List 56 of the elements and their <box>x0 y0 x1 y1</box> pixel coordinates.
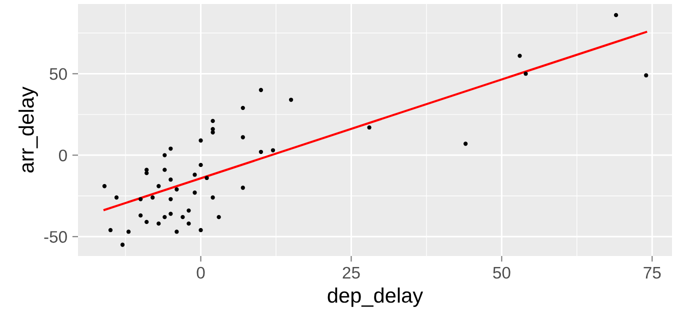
point <box>518 54 522 58</box>
y-axis-title: arr_delay <box>18 86 38 173</box>
point <box>192 190 197 195</box>
y-tick-label: -50 <box>44 231 67 243</box>
point <box>144 171 149 176</box>
point <box>120 242 125 247</box>
point <box>150 195 155 200</box>
y-tick-label: 0 <box>58 150 67 162</box>
point <box>174 187 179 192</box>
point <box>644 73 648 78</box>
point <box>210 130 215 134</box>
point <box>216 214 221 220</box>
point <box>204 176 209 180</box>
point <box>168 212 173 216</box>
point <box>198 162 203 168</box>
point <box>144 220 149 224</box>
point <box>162 153 167 158</box>
point <box>198 138 203 143</box>
point <box>180 214 185 220</box>
point <box>524 72 528 76</box>
point <box>258 150 264 154</box>
point <box>198 228 203 232</box>
point <box>168 178 173 182</box>
x-tick-label: 25 <box>342 266 360 279</box>
point <box>162 214 167 220</box>
point <box>367 125 372 130</box>
point <box>168 197 173 202</box>
point <box>138 197 143 202</box>
y-tick-label: 50 <box>50 68 67 80</box>
point <box>614 12 618 18</box>
point <box>102 184 107 188</box>
point <box>240 186 245 190</box>
x-tick-label: 50 <box>493 266 510 279</box>
point <box>156 184 161 188</box>
point <box>288 98 294 102</box>
point <box>210 118 215 124</box>
point <box>186 222 191 226</box>
x-axis-title: dep_delay <box>328 288 424 307</box>
point <box>192 172 197 177</box>
point <box>108 228 113 232</box>
point <box>138 213 143 218</box>
point <box>162 168 167 172</box>
point <box>156 222 161 226</box>
point <box>186 208 191 213</box>
point <box>463 142 468 146</box>
point <box>168 146 173 151</box>
point <box>114 195 119 200</box>
point <box>210 195 215 200</box>
point <box>174 230 179 234</box>
point <box>126 230 131 234</box>
point <box>240 135 245 140</box>
x-tick-label: 0 <box>196 266 205 279</box>
point <box>240 106 245 110</box>
point <box>270 148 276 152</box>
x-tick-label: 75 <box>644 267 661 279</box>
point <box>258 88 264 92</box>
